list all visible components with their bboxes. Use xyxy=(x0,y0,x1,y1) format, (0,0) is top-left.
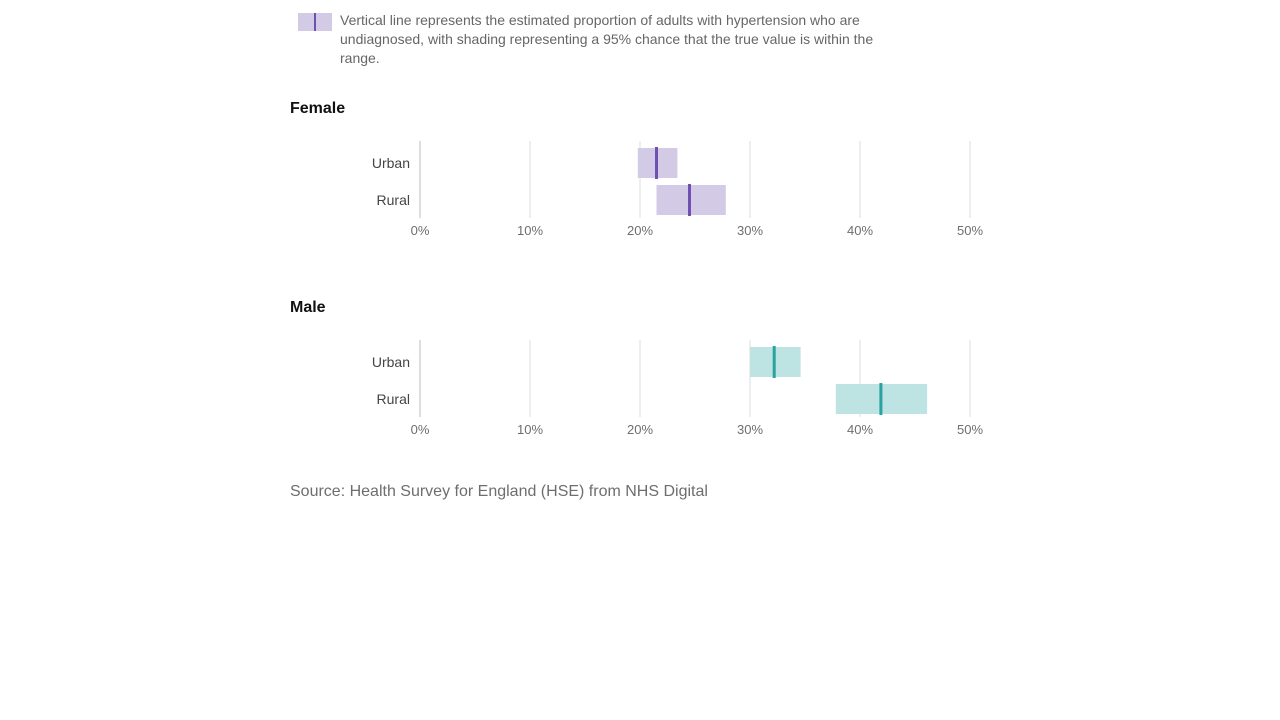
x-tick-label: 20% xyxy=(627,422,653,437)
x-tick-label: 10% xyxy=(517,223,543,238)
category-label: Rural xyxy=(377,192,410,208)
x-tick-label: 0% xyxy=(411,422,430,437)
x-tick-label: 20% xyxy=(627,223,653,238)
x-tick-label: 40% xyxy=(847,422,873,437)
x-tick-label: 0% xyxy=(411,223,430,238)
female-chart: 0% 10% 20% 30% 40% 50% Urban Rural xyxy=(372,141,983,238)
source-note: Source: Health Survey for England (HSE) … xyxy=(290,483,708,500)
x-tick-label: 40% xyxy=(847,223,873,238)
category-label: Rural xyxy=(377,391,410,407)
male-chart: 0% 10% 20% 30% 40% 50% Urban Rural xyxy=(372,340,983,437)
male-panel-title: Male xyxy=(290,299,326,316)
category-label: Urban xyxy=(372,155,410,171)
x-tick-label: 50% xyxy=(957,223,983,238)
legend: Vertical line represents the estimated p… xyxy=(298,10,918,70)
category-label: Urban xyxy=(372,354,410,370)
x-tick-label: 50% xyxy=(957,422,983,437)
x-tick-label: 30% xyxy=(737,223,763,238)
x-tick-label: 10% xyxy=(517,422,543,437)
x-tick-label: 30% xyxy=(737,422,763,437)
legend-text: Vertical line represents the estimated p… xyxy=(340,12,874,66)
confidence-band xyxy=(656,185,726,215)
female-panel-title: Female xyxy=(290,100,346,117)
legend-swatch xyxy=(298,13,332,31)
